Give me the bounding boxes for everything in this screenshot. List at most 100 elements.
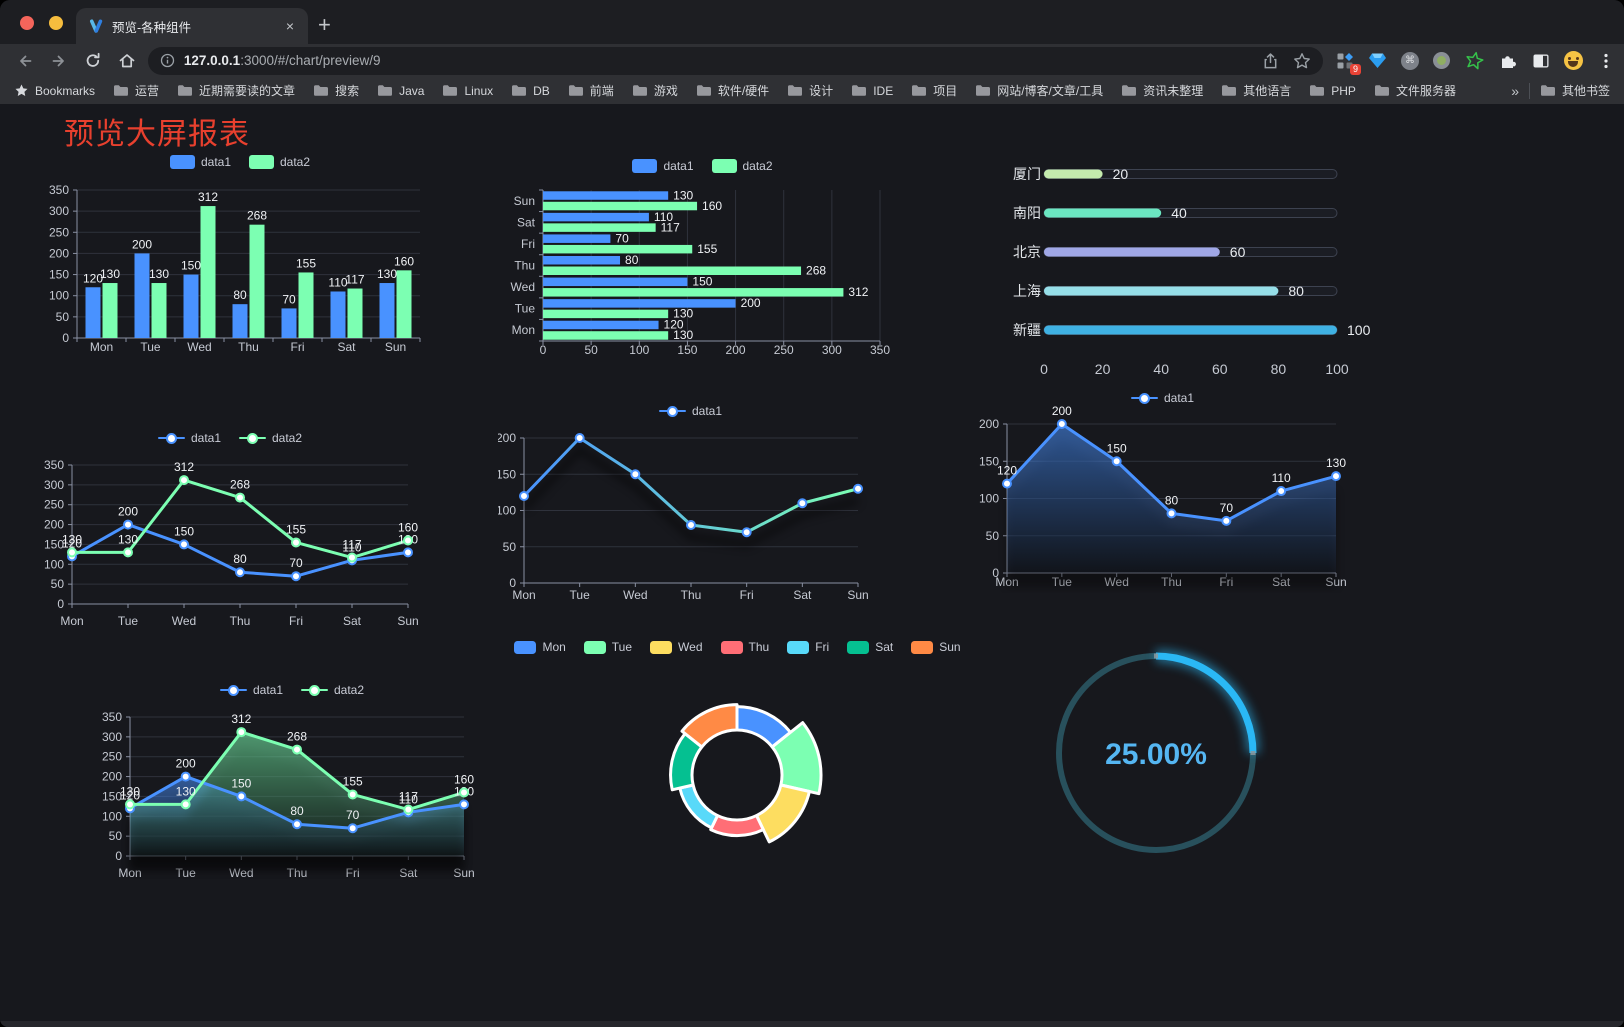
legend-item-data1[interactable]: data1 — [632, 159, 694, 173]
gradient-line-chart[interactable]: data1 0 50 100 150 200 Mon Tue Wed Thu Fri Sat Sun — [498, 400, 883, 610]
menu-kebab-icon[interactable] — [1596, 51, 1616, 71]
legend-item-data1[interactable]: data1 — [157, 431, 221, 445]
emoji-extension-icon[interactable] — [1563, 51, 1583, 70]
svg-text:Wed: Wed — [511, 280, 535, 294]
bookmark-folder[interactable]: 网站/博客/文章/工具 — [975, 82, 1103, 99]
line-gradient-canvas[interactable]: 0 50 100 150 200 Mon Tue Wed Thu Fri Sat Sun — [498, 400, 883, 610]
legend-item-Wed[interactable]: Wed — [650, 640, 703, 654]
home-icon — [119, 53, 135, 67]
gauge-canvas[interactable]: 25.00% — [1048, 642, 1268, 867]
bookmark-folder[interactable]: 资讯未整理 — [1121, 82, 1203, 99]
bookmark-star-icon[interactable] — [1293, 52, 1311, 70]
legend-item-Fri[interactable]: Fri — [787, 640, 829, 654]
grid-extension-icon[interactable]: 9 — [1335, 51, 1361, 75]
svg-text:40: 40 — [1153, 361, 1169, 377]
percentage-gauge-chart[interactable]: 25.00% — [1048, 642, 1268, 867]
share-icon[interactable] — [1262, 52, 1279, 70]
city-progress-chart[interactable]: 厦门 20 南阳 40 北京 60 上海 80 新疆 100 0 20 40 60 80 100 — [995, 150, 1375, 390]
legend-item-Sun[interactable]: Sun — [911, 640, 961, 654]
bookmark-folder[interactable]: 软件/硬件 — [696, 82, 769, 99]
bookmarks-overflow-button[interactable]: » — [1511, 82, 1519, 99]
legend-item-data2[interactable]: data2 — [239, 431, 302, 445]
single-area-chart[interactable]: data1 0 50 100 150 200 Mon Tue Wed Thu Fri Sat Sun 12… — [975, 388, 1350, 593]
back-button[interactable] — [8, 46, 42, 76]
rose-donut-chart[interactable]: Mon Tue Wed Thu Fri Sat Sun — [514, 632, 961, 880]
bookmark-folder[interactable]: 文件服务器 — [1374, 82, 1456, 99]
svg-text:250: 250 — [102, 750, 122, 764]
bookmark-folder[interactable]: 设计 — [787, 82, 833, 99]
bookmark-folder[interactable]: PHP — [1309, 84, 1356, 98]
url-text[interactable]: 127.0.0.1:3000/#/chart/preview/9 — [184, 53, 381, 68]
bookmark-folder[interactable]: Java — [377, 84, 424, 98]
extensions-puzzle-icon[interactable] — [1498, 51, 1518, 71]
legend-item-Tue[interactable]: Tue — [583, 640, 632, 654]
legend-item-data1[interactable]: data1 — [219, 683, 283, 697]
grouped-bar-chart[interactable]: data1 data2 0 50 100 150 200 250 300 350 Mon Tue Wed… — [40, 150, 440, 365]
bookmark-folder[interactable]: 其他语言 — [1221, 82, 1291, 99]
new-tab-button[interactable]: + — [318, 12, 331, 37]
bookmark-folder[interactable]: IDE — [851, 84, 893, 98]
multi-line-chart[interactable]: data1 data2 0 50 100 150 200 250 300 350 Mon Tue Wed… — [40, 428, 420, 633]
address-bar[interactable]: 127.0.0.1:3000/#/chart/preview/9 — [147, 46, 1323, 75]
legend-item-data1[interactable]: data1 — [169, 155, 231, 169]
legend-swatch-icon — [301, 683, 328, 697]
legend-swatch-icon — [1130, 391, 1158, 405]
recorder-extension-icon[interactable] — [1432, 51, 1452, 71]
other-bookmarks-folder[interactable]: 其他书签 — [1540, 82, 1610, 99]
legend-item-data2[interactable]: data2 — [711, 159, 773, 173]
legend-item-data1[interactable]: data1 — [1130, 391, 1194, 405]
svg-text:250: 250 — [44, 498, 64, 512]
bar-grouped-canvas[interactable]: 0 50 100 150 200 250 300 350 Mon Tue Wed Thu Fri Sat S… — [40, 150, 440, 365]
rose-pie-canvas[interactable] — [555, 632, 920, 880]
forward-button[interactable] — [42, 46, 76, 76]
chart-legend: data1 data2 — [505, 159, 900, 173]
bookmark-folder[interactable]: 项目 — [911, 82, 957, 99]
bookmark-label: 文件服务器 — [1395, 84, 1456, 98]
site-info-icon[interactable] — [160, 53, 175, 68]
bookmark-folder[interactable]: 游戏 — [632, 82, 678, 99]
bookmark-folder[interactable]: DB — [511, 84, 550, 98]
horizontal-bar-chart[interactable]: data1 data2 0 50 100 150 200 250 300 350 Sun 130 160… — [505, 152, 900, 364]
bookmark-folder[interactable]: 搜索 — [313, 82, 359, 99]
progress-bars-canvas[interactable]: 厦门 20 南阳 40 北京 60 上海 80 新疆 100 0 20 40 60 80 100 — [995, 150, 1375, 390]
dual-area-chart[interactable]: data1 data2 0 50 100 150 200 250 300 350 Mon Tue Wed… — [102, 680, 482, 885]
svg-text:Sun: Sun — [514, 194, 535, 208]
green-star-extension-icon[interactable] — [1465, 51, 1485, 71]
legend-swatch-icon — [658, 404, 686, 418]
legend-item-Mon[interactable]: Mon — [514, 640, 566, 654]
legend-item-data2[interactable]: data2 — [301, 683, 364, 697]
svg-text:268: 268 — [247, 209, 267, 223]
bookmark-folder[interactable]: 近期需要读的文章 — [177, 82, 295, 99]
reload-button[interactable] — [76, 46, 110, 76]
gem-extension-icon[interactable] — [1368, 51, 1388, 71]
svg-text:150: 150 — [692, 275, 712, 289]
chart-legend: Mon Tue Wed Thu Fri Sat Sun — [514, 640, 961, 654]
sidebar-extension-icon[interactable] — [1531, 51, 1551, 71]
svg-text:268: 268 — [230, 478, 250, 492]
legend-item-Sat[interactable]: Sat — [847, 640, 893, 654]
folder-icon — [1310, 85, 1325, 96]
browser-tab[interactable]: 预览-各种组件 × — [76, 8, 308, 44]
command-extension-icon[interactable]: ⌘ — [1400, 51, 1419, 70]
home-button[interactable] — [110, 46, 144, 76]
bookmark-folder[interactable]: Linux — [442, 84, 493, 98]
line-dual-canvas[interactable]: 0 50 100 150 200 250 300 350 Mon Tue Wed Thu Fri Sat S… — [40, 428, 420, 633]
svg-text:南阳: 南阳 — [1013, 205, 1041, 221]
minimize-window-button[interactable] — [49, 16, 63, 30]
svg-text:Fri: Fri — [291, 340, 305, 354]
legend-swatch-icon — [514, 640, 537, 654]
legend-item-data1[interactable]: data1 — [658, 404, 722, 418]
svg-text:117: 117 — [661, 220, 680, 234]
url-host: 127.0.0.1 — [183, 53, 241, 68]
legend-item-Thu[interactable]: Thu — [720, 640, 769, 654]
bookmarks-manager-item[interactable]: Bookmarks — [14, 83, 95, 98]
tab-close-icon[interactable]: × — [285, 18, 294, 34]
close-window-button[interactable] — [20, 16, 34, 30]
bookmark-folder[interactable]: 前端 — [568, 82, 614, 99]
svg-text:Fri: Fri — [521, 237, 535, 251]
legend-item-data2[interactable]: data2 — [249, 155, 310, 169]
bookmark-folder[interactable]: 运营 — [113, 82, 159, 99]
